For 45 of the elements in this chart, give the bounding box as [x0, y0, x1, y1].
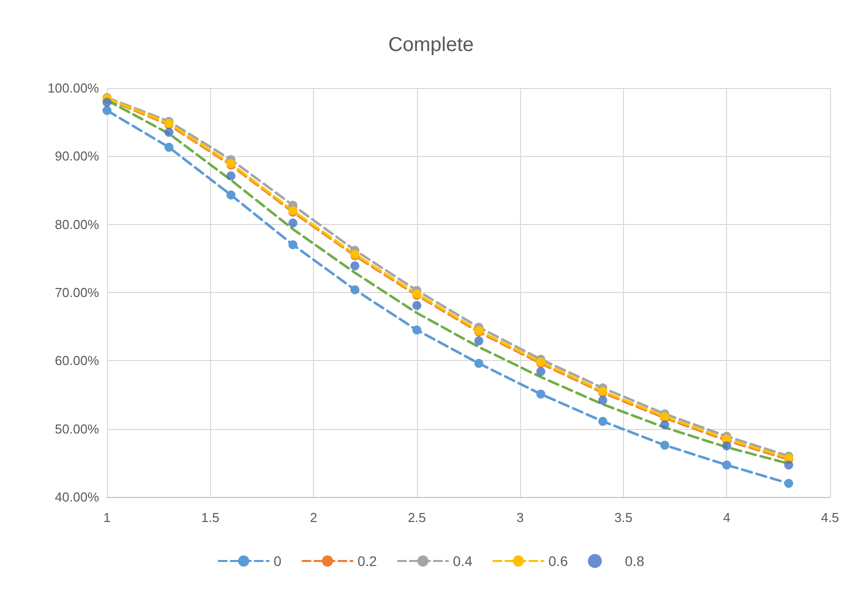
point — [350, 285, 360, 294]
point — [660, 440, 670, 450]
point — [536, 390, 546, 399]
y-tick-label: 90.00% — [54, 148, 100, 164]
point — [474, 358, 484, 368]
point — [102, 106, 112, 115]
point — [350, 261, 360, 270]
x-tick-label: 3.5 — [614, 510, 632, 525]
y-tick-label: 80.00% — [54, 216, 100, 232]
point — [598, 396, 608, 405]
x-tick-label: 1.5 — [201, 510, 220, 525]
point — [660, 420, 670, 430]
point — [288, 240, 298, 250]
legend-label: 0.8 — [624, 553, 645, 569]
y-tick-label: 70.00% — [54, 285, 100, 300]
point — [784, 460, 794, 470]
x-tick-label: 4 — [723, 510, 730, 525]
point — [102, 98, 112, 107]
point — [226, 190, 236, 200]
x-tick-label: 2 — [310, 510, 318, 525]
x-tick-label: 1 — [103, 510, 111, 525]
point — [536, 367, 546, 376]
point — [288, 218, 298, 228]
point — [598, 416, 608, 426]
x-tick-label: 2.5 — [408, 510, 426, 525]
y-tick-label: 100.00% — [48, 80, 100, 96]
chart-title: Complete — [388, 34, 474, 56]
x-tick-label: 3 — [516, 510, 524, 525]
legend-label: 0 — [274, 553, 282, 569]
point — [164, 128, 174, 137]
y-tick-label: 60.00% — [54, 353, 100, 368]
legend-label: 0.4 — [452, 553, 473, 569]
point — [164, 142, 174, 152]
point — [412, 300, 422, 310]
point — [722, 460, 732, 470]
x-tick-label: 4.5 — [820, 510, 840, 525]
point — [412, 325, 422, 334]
point — [474, 336, 484, 346]
legend-label: 0.6 — [548, 553, 568, 569]
legend-label: 0.2 — [357, 553, 378, 569]
point — [784, 478, 794, 488]
point — [722, 441, 732, 450]
y-tick-label: 40.00% — [54, 490, 100, 504]
y-tick-label: 50.00% — [54, 421, 100, 436]
point — [226, 171, 236, 180]
